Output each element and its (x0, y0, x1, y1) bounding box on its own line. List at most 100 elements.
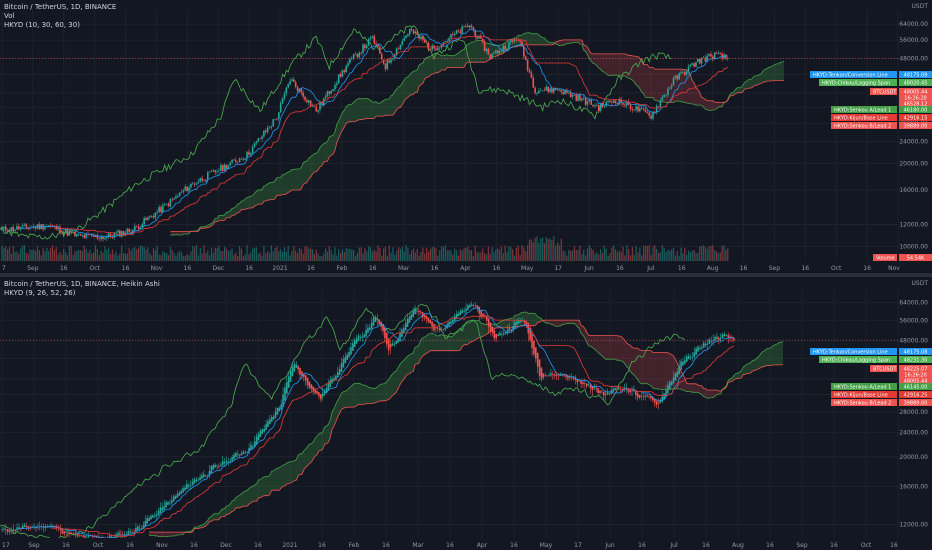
top-volume-label[interactable]: Vol (4, 12, 15, 20)
kumo-segment (501, 320, 504, 328)
kumo-segment (277, 467, 280, 491)
candle-body (113, 233, 116, 238)
kumo-segment (754, 358, 757, 371)
kumo-segment (572, 39, 575, 43)
kumo-segment (402, 80, 405, 105)
candle-body (133, 532, 135, 533)
candle-body (282, 394, 284, 408)
volume-bar (353, 249, 355, 261)
kumo-segment (540, 36, 543, 45)
kumo-segment (590, 335, 593, 348)
candle-body (498, 50, 501, 54)
candle-body (121, 534, 124, 535)
volume-bar (27, 253, 29, 261)
candle-body (729, 336, 731, 338)
price-value-text: 46180.00 (904, 108, 928, 114)
candle-body (312, 386, 315, 391)
candle-body (221, 165, 224, 171)
kumo-segment (281, 465, 284, 488)
volume-bar (712, 245, 714, 261)
candle-body (695, 62, 697, 67)
time-axis-tick: Oct (90, 265, 101, 272)
volume-bar (238, 246, 241, 261)
candle-body (495, 334, 498, 339)
candle-body (410, 28, 413, 30)
volume-bar (390, 252, 392, 261)
candle-body (644, 109, 647, 113)
candle-body (206, 172, 209, 180)
price-axis-tick: 20000.00 (899, 454, 928, 461)
volume-bar (513, 255, 516, 261)
candle-body (216, 171, 218, 173)
kumo-segment (160, 532, 163, 537)
volume-bar (601, 252, 604, 261)
candle-body (506, 329, 509, 334)
candle-body (541, 90, 544, 91)
candle-body (314, 388, 316, 393)
volume-bar (671, 249, 673, 261)
candle-body (373, 36, 376, 44)
volume-bar (573, 246, 575, 261)
top-chart-svg[interactable]: USDT64000.0056000.0048000.0042000.003600… (0, 0, 932, 273)
time-axis-tick: 16 (830, 542, 838, 549)
kumo-segment (415, 346, 417, 365)
kumo-segment (437, 53, 440, 73)
top-symbol-title[interactable]: Bitcoin / TetherUS, 1D, BINANCE (4, 3, 117, 11)
candle-body (549, 88, 551, 92)
bottom-chart-svg[interactable]: USDT64000.0056000.0048000.0042000.003600… (0, 277, 932, 550)
candle-body (295, 364, 298, 368)
kumo-segment (237, 203, 240, 213)
kumo-segment (243, 198, 246, 210)
volume-bar (280, 249, 282, 261)
kumo-segment (633, 348, 636, 377)
volume-bar (420, 251, 422, 261)
volume-bar (487, 246, 489, 261)
tenkan-conversion-line (19, 307, 734, 539)
top-indicator-label[interactable]: HKYD (10, 30, 60, 30) (4, 21, 80, 29)
volume-bar (416, 249, 418, 261)
candle-body (487, 318, 490, 327)
candle-body (310, 384, 313, 389)
time-axis-tick: 16 (740, 265, 748, 272)
kumo-segment (705, 99, 708, 110)
volume-bar (570, 251, 572, 261)
candle-body (448, 321, 450, 327)
kumo-segment (325, 141, 328, 162)
candle-body (384, 327, 386, 339)
bottom-chart-pane[interactable]: Bitcoin / TetherUS, 1D, BINANCE, Heikin … (0, 277, 932, 550)
candle-body (35, 527, 37, 529)
pane-divider[interactable] (0, 273, 932, 277)
volume-bar (465, 247, 467, 261)
candle-body (297, 366, 299, 370)
candle-body (147, 217, 149, 221)
candle-body (427, 42, 430, 49)
price-value-text: 46145.00 (904, 385, 928, 391)
candle-body (487, 48, 490, 55)
volume-bar (562, 250, 564, 261)
bottom-symbol-title[interactable]: Bitcoin / TetherUS, 1D, BINANCE, Heikin … (4, 280, 160, 288)
kumo-segment (666, 69, 668, 103)
kijun-base-line (51, 315, 735, 537)
kumo-segment (651, 67, 653, 98)
kumo-segment (520, 312, 523, 326)
candle-body (678, 73, 680, 80)
top-chart-pane[interactable]: Bitcoin / TetherUS, 1D, BINANCE Vol HKYD… (0, 0, 932, 273)
kumo-segment (162, 532, 165, 537)
candle-body (40, 526, 43, 528)
kumo-segment (278, 177, 281, 196)
kumo-cloud (170, 32, 784, 236)
price-axis-tick: 10000.00 (899, 243, 928, 250)
bottom-indicator-label[interactable]: HKYD (9, 26, 52, 26) (4, 289, 76, 297)
kumo-segment (608, 53, 610, 76)
candle-body (3, 528, 5, 530)
kumo-segment (298, 453, 301, 476)
candle-body (365, 330, 367, 337)
candle-body (596, 105, 598, 106)
volume-bar (613, 245, 615, 261)
kumo-segment (226, 212, 229, 218)
candle-body (325, 388, 328, 394)
candle-body (223, 461, 226, 464)
candle-body (567, 92, 570, 93)
volume-bar (173, 252, 175, 261)
candle-body (697, 58, 699, 63)
